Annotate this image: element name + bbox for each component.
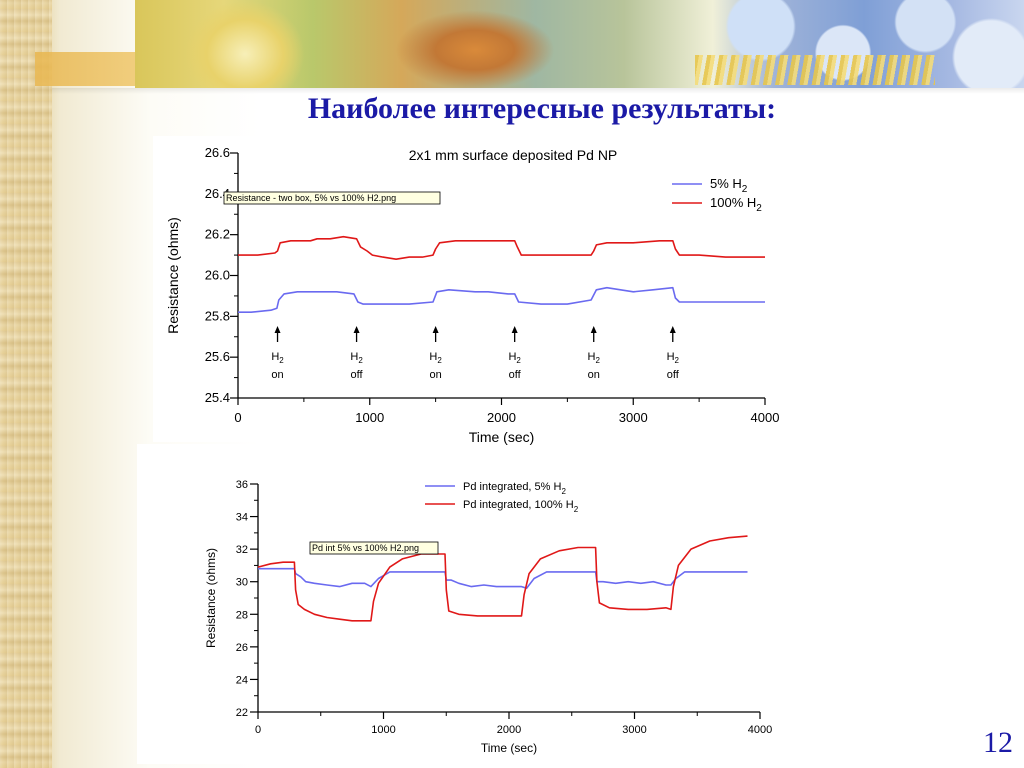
annotation-label: H2 bbox=[588, 351, 601, 365]
legend-label: 5% H2 bbox=[710, 176, 748, 195]
annotation-label: H2 bbox=[429, 351, 442, 365]
tooltip-text: Pd int 5% vs 100% H2.png bbox=[312, 543, 419, 553]
annotation-label: H2 bbox=[350, 351, 363, 365]
annotation-h: H bbox=[667, 351, 675, 363]
annotation-arrowhead bbox=[511, 326, 518, 333]
y-tick-label: 26.6 bbox=[205, 145, 230, 160]
x-tick-label: 2000 bbox=[497, 724, 521, 736]
annotation-state: on bbox=[271, 369, 283, 381]
legend-subscript: 2 bbox=[561, 487, 566, 496]
annotation-label: H2 bbox=[271, 351, 284, 365]
y-tick-label: 36 bbox=[236, 479, 248, 491]
annotation-arrowhead bbox=[353, 326, 360, 333]
legend-subscript: 2 bbox=[574, 505, 579, 514]
y-tick-label: 26 bbox=[236, 642, 248, 654]
legend-subscript: 2 bbox=[742, 184, 748, 195]
annotation-state: off bbox=[509, 369, 522, 381]
chart-1: 25.425.625.826.026.226.426.60 1000 2000 300… bbox=[165, 145, 779, 445]
annotation-h: H bbox=[271, 351, 279, 363]
x-tick-label: 0 bbox=[234, 410, 241, 425]
legend-text: 100% H bbox=[710, 195, 756, 210]
annotation-state: off bbox=[351, 369, 364, 381]
banner-shadow bbox=[52, 88, 1024, 94]
legend-label: 100% H2 bbox=[710, 195, 762, 214]
annotation-h: H bbox=[588, 351, 596, 363]
legend-subscript: 2 bbox=[756, 203, 762, 214]
chart-panel-top bbox=[153, 136, 879, 442]
y-tick-label: 28 bbox=[236, 609, 248, 621]
y-tick-label: 26.2 bbox=[205, 227, 230, 242]
tooltip-box bbox=[309, 541, 439, 555]
annotation-subscript: 2 bbox=[675, 356, 680, 365]
legend-text: Pd integrated, 5% H bbox=[463, 481, 562, 493]
x-tick-label: 0 bbox=[255, 724, 261, 736]
tooltip-text: Resistance - two box, 5% vs 100% H2.png bbox=[226, 193, 396, 203]
x-tick-label: 4000 bbox=[751, 410, 780, 425]
y-tick-label: 32 bbox=[236, 544, 248, 556]
y-tick-label: 22 bbox=[236, 707, 248, 719]
annotation-subscript: 2 bbox=[437, 356, 442, 365]
y-tick-label: 30 bbox=[236, 577, 248, 589]
annotation-subscript: 2 bbox=[516, 356, 521, 365]
annotation-state: on bbox=[588, 369, 600, 381]
chart-2: 22 24 26 28 30 32 34 36 0 1000 2000 3000 4000 Time (s… bbox=[204, 479, 772, 755]
y-axis-title: Resistance (ohms) bbox=[204, 548, 218, 648]
chart-panel-bottom bbox=[137, 444, 777, 764]
series-line-blue bbox=[238, 286, 765, 314]
legend-text: Pd integrated, 100% H bbox=[463, 499, 574, 511]
y-tick-label: 25.4 bbox=[205, 390, 230, 405]
legend-label: Pd integrated, 5% H2 bbox=[463, 481, 566, 496]
y-axis-title: Resistance (ohms) bbox=[165, 217, 181, 334]
wheat-decoration bbox=[695, 55, 935, 85]
annotation-arrowhead bbox=[590, 326, 597, 333]
x-tick-label: 1000 bbox=[371, 724, 395, 736]
series-line-blue bbox=[258, 567, 748, 590]
annotation-label: H2 bbox=[667, 351, 680, 365]
annotation-arrowhead bbox=[432, 326, 439, 333]
tooltip-box bbox=[223, 191, 441, 205]
x-tick-label: 1000 bbox=[355, 410, 384, 425]
annotation-arrowhead bbox=[274, 326, 281, 333]
x-tick-label: 2000 bbox=[487, 410, 516, 425]
annotation-h: H bbox=[429, 351, 437, 363]
x-tick-label: 3000 bbox=[622, 724, 646, 736]
left-texture-strip bbox=[0, 0, 52, 768]
series-line-red bbox=[257, 535, 748, 622]
x-tick-label: 4000 bbox=[748, 724, 772, 736]
y-tick-label: 25.8 bbox=[205, 308, 230, 323]
chart-title: 2x1 mm surface deposited Pd NP bbox=[409, 147, 618, 163]
x-tick-label: 3000 bbox=[619, 410, 648, 425]
annotation-subscript: 2 bbox=[279, 356, 284, 365]
page-number: 12 bbox=[983, 726, 1013, 759]
annotation-subscript: 2 bbox=[358, 356, 363, 365]
annotation-h: H bbox=[350, 351, 358, 363]
leaf-decoration-2 bbox=[395, 10, 555, 88]
slide-title: Наиболее интересные результаты: bbox=[307, 92, 777, 125]
annotation-arrowhead bbox=[669, 326, 676, 333]
y-tick-label: 26.0 bbox=[205, 268, 230, 283]
legend-label: Pd integrated, 100% H2 bbox=[463, 499, 579, 514]
decorative-banner bbox=[135, 0, 1024, 88]
y-tick-label: 25.6 bbox=[205, 349, 230, 364]
annotation-subscript: 2 bbox=[595, 356, 600, 365]
leaf-decoration bbox=[185, 0, 305, 88]
annotation-state: off bbox=[667, 369, 680, 381]
y-tick-label: 34 bbox=[236, 512, 248, 524]
legend-text: 5% H bbox=[710, 176, 742, 191]
annotation-label: H2 bbox=[508, 351, 521, 365]
y-tick-label: 24 bbox=[236, 674, 248, 686]
x-axis-title: Time (sec) bbox=[481, 741, 537, 755]
annotation-state: on bbox=[430, 369, 442, 381]
x-axis-title: Time (sec) bbox=[469, 429, 535, 445]
series-line-red bbox=[238, 235, 765, 261]
annotation-h: H bbox=[508, 351, 516, 363]
